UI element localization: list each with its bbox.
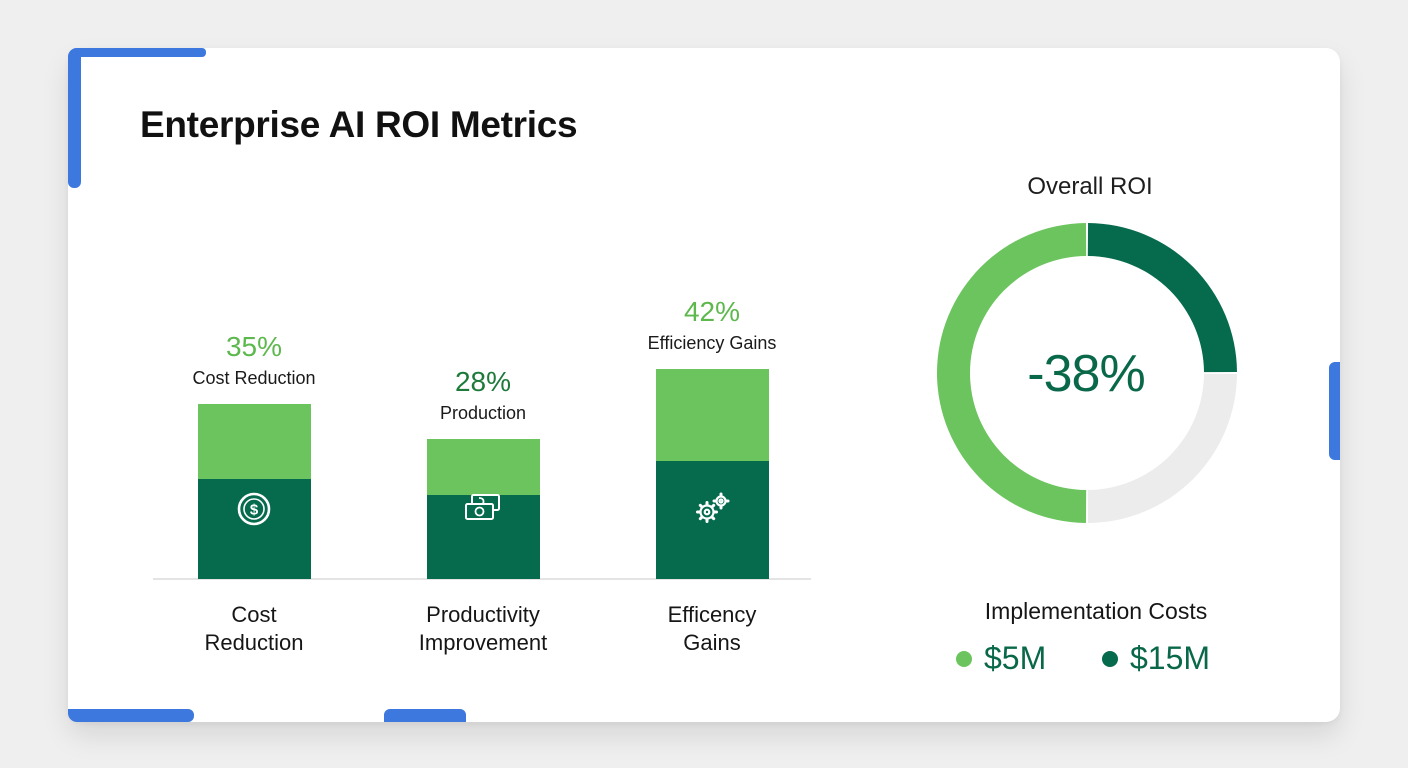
category-label-line: Efficency bbox=[667, 602, 757, 627]
bar-value-label: 28% bbox=[454, 366, 512, 397]
legend-dot-light-green bbox=[956, 650, 972, 667]
bar-segment-bottom bbox=[655, 461, 769, 579]
legend-item-15m: $15M bbox=[1102, 640, 1210, 677]
dollar-coin-icon: $ bbox=[236, 491, 272, 532]
money-bills-icon bbox=[463, 491, 503, 532]
legend-label-5m: $5M bbox=[984, 640, 1047, 676]
bar-segment-bottom bbox=[197, 479, 311, 579]
bar-value-label: 42% bbox=[683, 296, 741, 327]
accent-bottom-left bbox=[68, 709, 194, 722]
donut-title: Overall ROI bbox=[1027, 173, 1153, 200]
accent-top-left-vertical bbox=[68, 48, 81, 188]
bar-segment-top bbox=[655, 369, 769, 462]
legend-title: Implementation Costs bbox=[984, 598, 1208, 624]
category-label-line: Gains bbox=[683, 630, 741, 655]
bar-chart-baseline bbox=[153, 578, 811, 580]
accent-top-left-horizontal bbox=[68, 48, 206, 57]
donut-slice-2 bbox=[936, 223, 1087, 523]
bar-sublabel: Cost Reduction bbox=[192, 368, 316, 388]
accent-right bbox=[1329, 362, 1340, 460]
category-label-line: Improvement bbox=[418, 630, 548, 655]
svg-text:$: $ bbox=[250, 502, 259, 519]
bar-value-label: 35% bbox=[225, 331, 283, 362]
legend-item-5m: $5M bbox=[956, 640, 1046, 677]
donut-slice-0 bbox=[1087, 223, 1237, 373]
category-label: Cost Reduction bbox=[144, 601, 364, 657]
bar-segment-top bbox=[197, 404, 311, 480]
donut-chart bbox=[936, 223, 1237, 523]
donut-center-label: -38% bbox=[1027, 345, 1145, 403]
category-label-line: Cost bbox=[231, 602, 277, 627]
category-label: Productivity Improvement bbox=[373, 601, 593, 657]
bar-sublabel: Production bbox=[439, 403, 527, 423]
accent-bottom-middle bbox=[384, 709, 466, 722]
legend-label-15m: $15M bbox=[1130, 640, 1211, 676]
category-label-line: Productivity bbox=[426, 602, 540, 627]
legend-dot-dark-green bbox=[1102, 650, 1118, 667]
chart-title: Enterprise AI ROI Metrics bbox=[140, 104, 578, 145]
gears-icon bbox=[692, 491, 732, 532]
donut-slice-1 bbox=[1087, 373, 1237, 523]
bar-sublabel: Efficiency Gains bbox=[647, 333, 777, 353]
bar-segment-top bbox=[426, 439, 540, 495]
category-label: Efficency Gains bbox=[602, 601, 822, 657]
category-label-line: Reduction bbox=[204, 630, 304, 655]
